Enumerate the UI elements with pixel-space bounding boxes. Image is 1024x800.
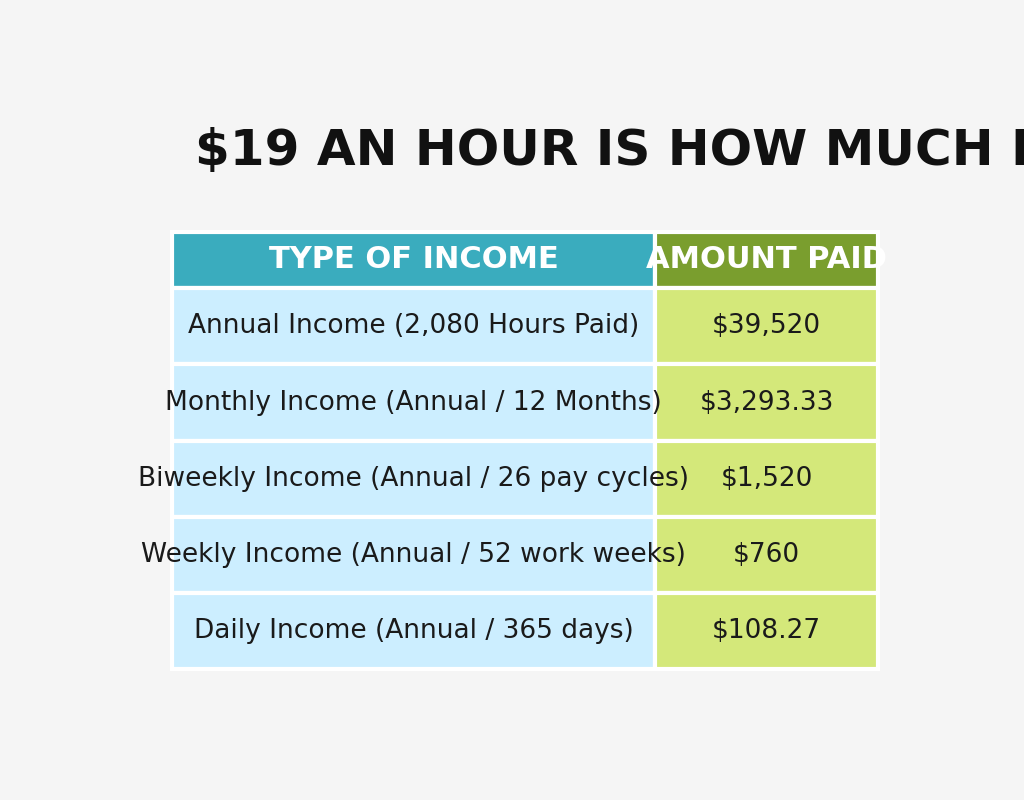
Bar (172, 288, 655, 365)
Bar (172, 231, 655, 288)
Text: Monthly Income (Annual / 12 Months): Monthly Income (Annual / 12 Months) (165, 390, 662, 415)
Text: $39,520: $39,520 (712, 314, 821, 339)
Text: $1,520: $1,520 (721, 466, 813, 492)
Text: $19 AN HOUR IS HOW MUCH PER YEAR?: $19 AN HOUR IS HOW MUCH PER YEAR? (196, 127, 1024, 175)
Text: Daily Income (Annual / 365 days): Daily Income (Annual / 365 days) (194, 618, 634, 644)
Bar (172, 593, 655, 669)
Bar (655, 231, 878, 288)
Bar (655, 517, 878, 593)
Bar (655, 288, 878, 365)
Bar (655, 441, 878, 517)
Text: AMOUNT PAID: AMOUNT PAID (646, 246, 887, 274)
Text: Weekly Income (Annual / 52 work weeks): Weekly Income (Annual / 52 work weeks) (141, 542, 686, 568)
Text: $3,293.33: $3,293.33 (699, 390, 834, 415)
Bar (172, 441, 655, 517)
Text: Annual Income (2,080 Hours Paid): Annual Income (2,080 Hours Paid) (188, 314, 639, 339)
Bar (655, 365, 878, 441)
Text: TYPE OF INCOME: TYPE OF INCOME (268, 246, 558, 274)
Bar (172, 517, 655, 593)
Bar (655, 593, 878, 669)
Text: $760: $760 (733, 542, 801, 568)
Text: $108.27: $108.27 (712, 618, 821, 644)
Bar (172, 365, 655, 441)
Text: Biweekly Income (Annual / 26 pay cycles): Biweekly Income (Annual / 26 pay cycles) (138, 466, 689, 492)
